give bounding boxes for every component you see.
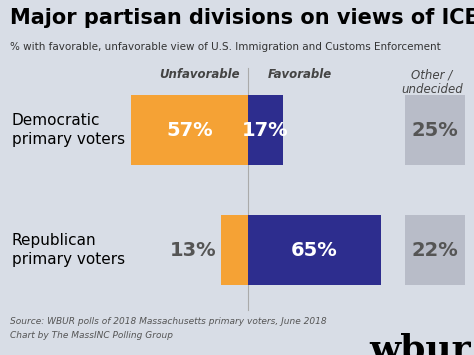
Text: wbur: wbur bbox=[369, 333, 471, 355]
Bar bbox=[221, 215, 248, 285]
Text: 25%: 25% bbox=[411, 120, 458, 140]
Bar bbox=[405, 95, 465, 165]
Text: 65%: 65% bbox=[291, 240, 338, 260]
Text: Democratic
primary voters: Democratic primary voters bbox=[12, 113, 125, 147]
Text: % with favorable, unfavorable view of U.S. Immigration and Customs Enforcement: % with favorable, unfavorable view of U.… bbox=[10, 42, 441, 52]
Text: 13%: 13% bbox=[170, 240, 216, 260]
Bar bbox=[405, 215, 465, 285]
Text: Republican
primary voters: Republican primary voters bbox=[12, 233, 125, 267]
Text: 22%: 22% bbox=[411, 240, 458, 260]
Bar bbox=[248, 95, 283, 165]
Text: Chart by The MassINC Polling Group: Chart by The MassINC Polling Group bbox=[10, 331, 173, 340]
Bar bbox=[248, 215, 381, 285]
Text: 57%: 57% bbox=[166, 120, 213, 140]
Text: Major partisan divisions on views of ICE: Major partisan divisions on views of ICE bbox=[10, 8, 474, 28]
Text: Favorable: Favorable bbox=[268, 68, 332, 81]
Text: Other /
undecided: Other / undecided bbox=[401, 68, 463, 96]
Text: Source: WBUR polls of 2018 Massachusetts primary voters, June 2018: Source: WBUR polls of 2018 Massachusetts… bbox=[10, 317, 327, 326]
Text: 17%: 17% bbox=[242, 120, 289, 140]
Bar bbox=[131, 95, 248, 165]
Text: Unfavorable: Unfavorable bbox=[160, 68, 240, 81]
